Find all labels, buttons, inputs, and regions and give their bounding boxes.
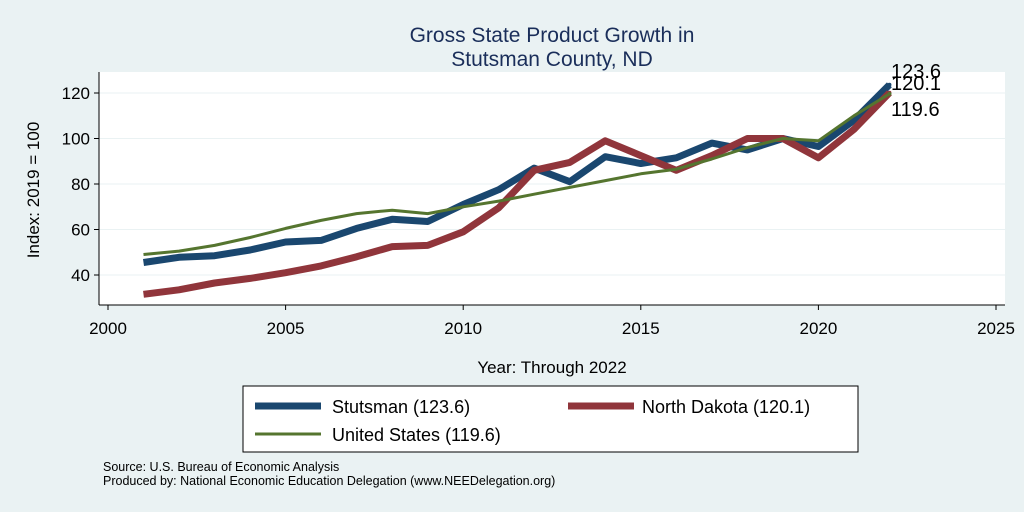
x-axis-label: Year: Through 2022 — [477, 358, 626, 377]
y-axis-label: Index: 2019 = 100 — [24, 122, 43, 259]
x-tick-label: 2025 — [977, 319, 1015, 338]
x-tick-label: 2000 — [89, 319, 127, 338]
end-label-north-dakota: 120.1 — [891, 73, 941, 95]
x-tick-label: 2005 — [267, 319, 305, 338]
end-label-stutsman: 123.6 — [891, 61, 941, 83]
y-tick-label: 80 — [71, 175, 90, 194]
end-label-united-states: 119.6 — [891, 99, 940, 121]
y-tick-label: 120 — [62, 84, 90, 103]
legend-label: Stutsman (123.6) — [332, 397, 470, 417]
legend-label: United States (119.6) — [332, 425, 501, 445]
chart-title: Gross State Product Growth in — [410, 24, 695, 47]
y-tick-label: 40 — [71, 266, 90, 285]
legend-label: North Dakota (120.1) — [642, 397, 810, 417]
legend — [242, 385, 859, 453]
x-tick-label: 2010 — [444, 319, 482, 338]
y-tick-label: 100 — [62, 130, 90, 149]
y-tick-label: 60 — [71, 221, 90, 240]
series-line-united-states — [143, 92, 891, 256]
plot-area — [99, 72, 1005, 305]
x-tick-label: 2015 — [622, 319, 660, 338]
producer-note: Produced by: National Economic Education… — [103, 474, 556, 488]
end-marker — [887, 82, 892, 87]
chart-subtitle: Stutsman County, ND — [451, 48, 653, 71]
source-note: Source: U.S. Bureau of Economic Analysis — [103, 460, 340, 474]
end-marker — [887, 91, 892, 96]
series-line-north-dakota — [143, 90, 892, 298]
x-tick-label: 2020 — [799, 319, 837, 338]
